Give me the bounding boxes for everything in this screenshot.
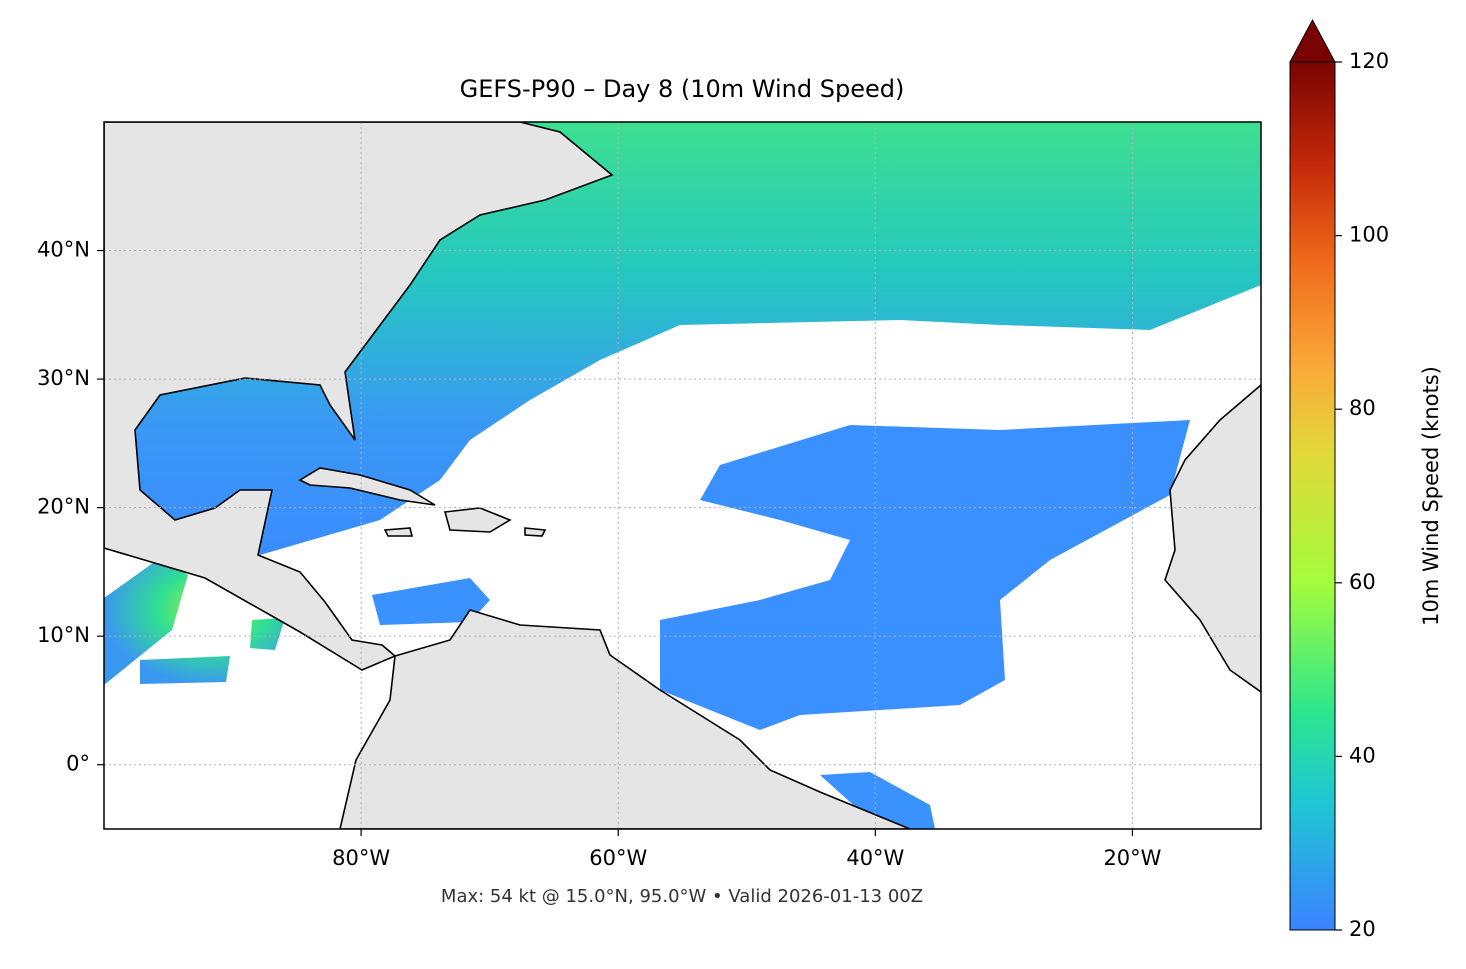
map-title: GEFS-P90 – Day 8 (10m Wind Speed) xyxy=(460,75,905,103)
y-tick-label: 40°N xyxy=(37,238,90,262)
map-annotation: Max: 54 kt @ 15.0°N, 95.0°W • Valid 2026… xyxy=(441,886,923,907)
colorbar-extend xyxy=(1289,18,1336,63)
colorbar-label: 10m Wind Speed (knots) xyxy=(1419,366,1443,626)
wind-field xyxy=(104,558,285,685)
colorbar xyxy=(1289,61,1336,931)
map-frame xyxy=(103,121,1262,830)
x-tick-label: 60°W xyxy=(589,846,647,870)
colorbar-tick-label: 80 xyxy=(1349,396,1376,420)
x-tick-label: 80°W xyxy=(332,846,390,870)
map-area xyxy=(104,122,1261,829)
colorbar-tick-label: 40 xyxy=(1349,743,1376,767)
x-tick-label: 20°W xyxy=(1103,846,1161,870)
y-tick-label: 30°N xyxy=(37,366,90,390)
land xyxy=(298,467,547,537)
y-tick-label: 0° xyxy=(66,752,90,776)
y-tick-label: 10°N xyxy=(37,623,90,647)
x-tick-label: 40°W xyxy=(846,846,904,870)
wind-field xyxy=(660,420,1190,730)
wind-field xyxy=(372,578,935,829)
colorbar-tick-label: 100 xyxy=(1349,223,1389,247)
land xyxy=(1164,383,1261,693)
colorbar-tick-label: 120 xyxy=(1349,49,1389,73)
colorbar-tick-label: 60 xyxy=(1349,570,1376,594)
land xyxy=(339,609,911,829)
y-tick-label: 20°N xyxy=(37,495,90,519)
colorbar-tick-label: 20 xyxy=(1349,917,1376,941)
